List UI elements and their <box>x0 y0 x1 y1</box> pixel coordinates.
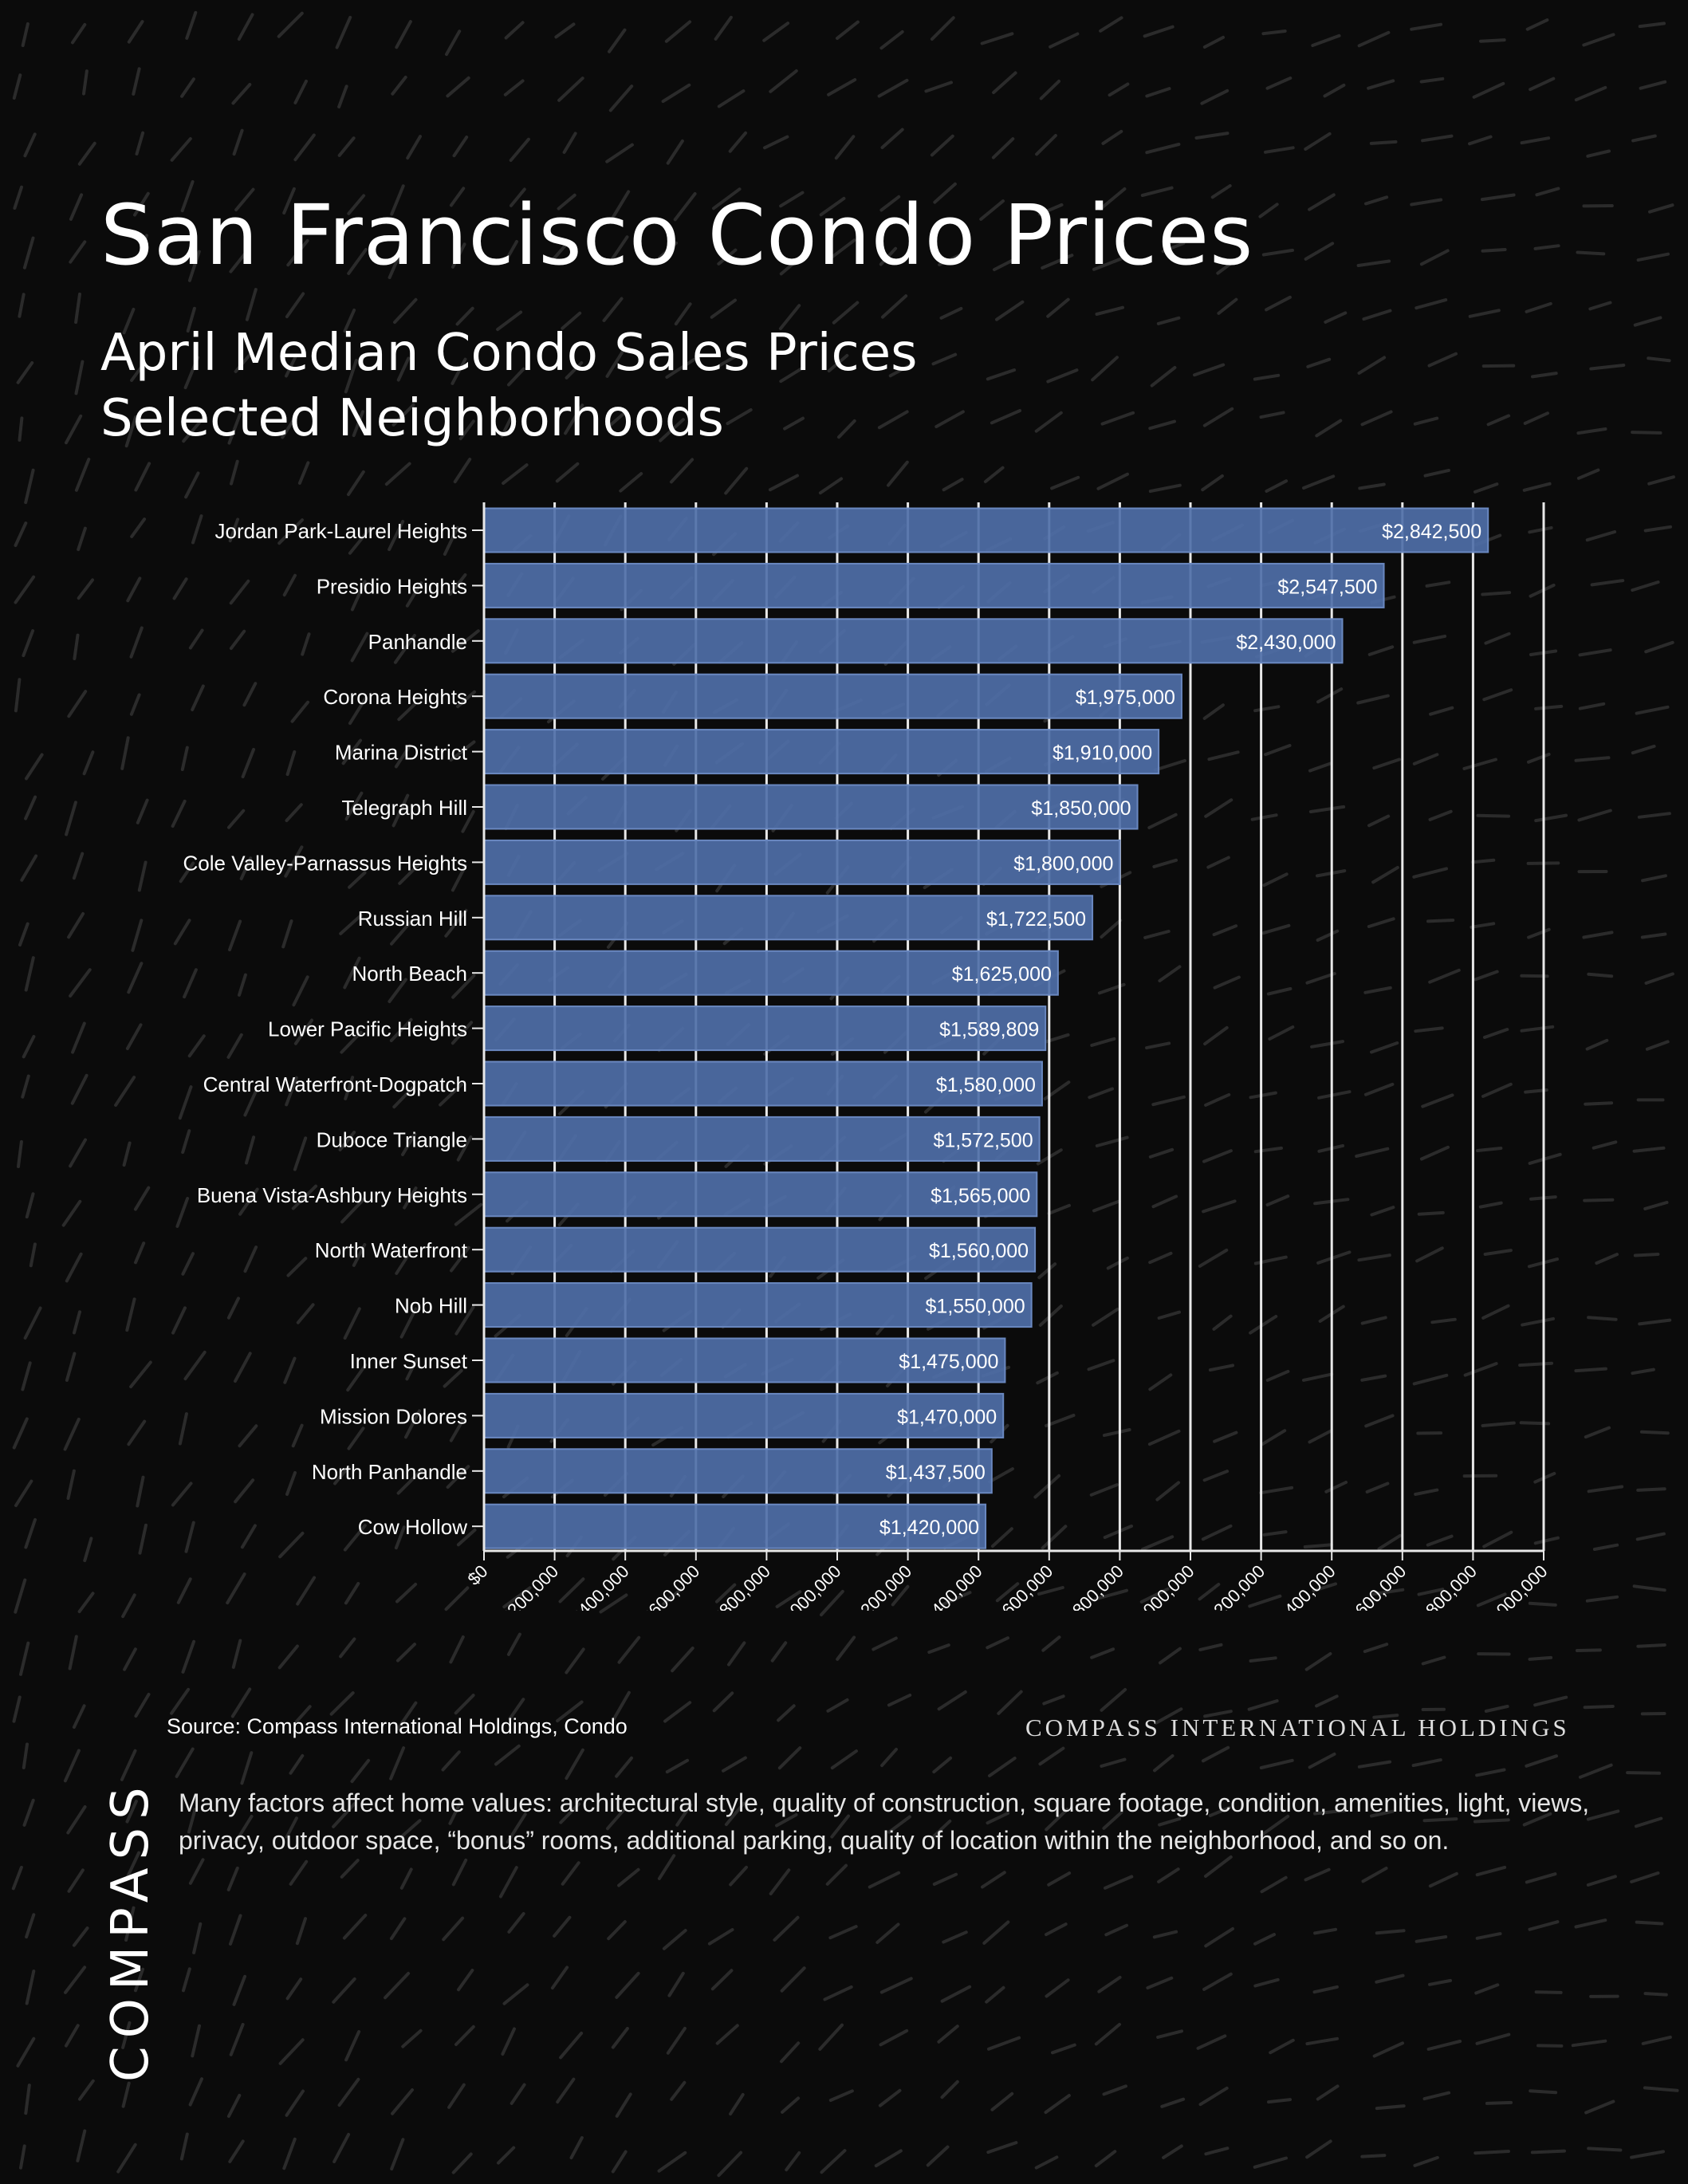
bar-value-label-8: $1,625,000 <box>952 963 1052 986</box>
bar-value-label-17: $1,437,500 <box>886 1462 986 1484</box>
bar-14 <box>483 1282 1033 1328</box>
bar-13 <box>483 1226 1037 1273</box>
category-label-10: Central Waterfront-Dogpatch <box>203 1072 467 1096</box>
bar-12 <box>483 1171 1038 1218</box>
category-label-6: Cole Valley-Parnassus Heights <box>183 851 467 875</box>
bar-value-label-0: $2,842,500 <box>1382 521 1481 543</box>
source-note: Source: Compass International Holdings, … <box>167 1714 628 1738</box>
x-tick-label-8: $1,600,000 <box>981 1561 1057 1611</box>
bar-6 <box>483 839 1121 885</box>
bar-value-label-4: $1,910,000 <box>1053 742 1152 765</box>
bar-11 <box>483 1116 1041 1162</box>
bar-value-label-3: $1,975,000 <box>1076 687 1175 709</box>
category-label-16: Mission Dolores <box>320 1404 467 1428</box>
bar-1 <box>483 562 1385 608</box>
bar-value-label-1: $2,547,500 <box>1277 576 1377 598</box>
page-title: San Francisco Condo Prices <box>100 187 1254 284</box>
bar-0 <box>483 507 1489 553</box>
x-tick-label-11: $2,200,000 <box>1193 1561 1269 1611</box>
bar-10 <box>483 1061 1043 1107</box>
x-tick-label-4: $800,000 <box>708 1561 774 1611</box>
x-tick-label-12: $2,400,000 <box>1263 1561 1340 1611</box>
x-tick-label-5: $1,000,000 <box>769 1561 845 1611</box>
bar-value-label-5: $1,850,000 <box>1031 797 1131 820</box>
bar-value-label-12: $1,565,000 <box>931 1185 1030 1207</box>
bar-15 <box>483 1337 1006 1383</box>
x-tick-label-10: $2,000,000 <box>1122 1561 1198 1611</box>
bar-value-label-10: $1,580,000 <box>936 1074 1036 1096</box>
bar-value-label-9: $1,589,809 <box>939 1019 1039 1041</box>
category-label-13: North Waterfront <box>315 1238 468 1262</box>
bar-value-label-13: $1,560,000 <box>929 1240 1029 1262</box>
bar-value-label-7: $1,722,500 <box>986 908 1086 931</box>
x-tick-label-0: $0 <box>464 1561 492 1589</box>
category-label-7: Russian Hill <box>358 907 467 931</box>
x-tick-label-1: $200,000 <box>497 1561 563 1611</box>
bar-value-label-14: $1,550,000 <box>926 1296 1025 1318</box>
bar-16 <box>483 1392 1005 1438</box>
bar-4 <box>483 729 1160 775</box>
x-tick-label-6: $1,200,000 <box>840 1561 916 1611</box>
bar-value-label-18: $1,420,000 <box>879 1517 979 1539</box>
x-tick-label-13: $2,600,000 <box>1334 1561 1411 1611</box>
x-tick-label-15: $3,000,000 <box>1475 1561 1552 1611</box>
category-label-9: Lower Pacific Heights <box>268 1017 467 1041</box>
category-label-1: Presidio Heights <box>317 574 467 598</box>
category-label-11: Duboce Triangle <box>317 1127 467 1151</box>
category-label-15: Inner Sunset <box>350 1349 468 1373</box>
x-tick-label-9: $1,800,000 <box>1051 1561 1127 1611</box>
disclaimer-text: Many factors affect home values: archite… <box>179 1789 1590 1855</box>
bar-value-label-15: $1,475,000 <box>899 1351 998 1373</box>
subtitle-line-1: April Median Condo Sales Prices <box>100 324 918 383</box>
category-label-2: Panhandle <box>368 630 467 654</box>
bar-value-label-2: $2,430,000 <box>1236 632 1336 654</box>
bar-value-label-11: $1,572,500 <box>933 1129 1033 1151</box>
x-tick-label-2: $400,000 <box>567 1561 633 1611</box>
category-label-4: Marina District <box>335 741 468 765</box>
category-label-17: North Panhandle <box>312 1460 467 1484</box>
category-label-8: North Beach <box>352 962 467 986</box>
bar-value-label-6: $1,800,000 <box>1013 852 1113 875</box>
category-label-18: Cow Hollow <box>358 1515 467 1539</box>
brand-name: COMPASS INTERNATIONAL HOLDINGS <box>1025 1714 1570 1741</box>
page-subtitle: April Median Condo Sales Prices Selected… <box>100 321 917 451</box>
bar-2 <box>483 618 1344 664</box>
bar-3 <box>483 673 1182 719</box>
bar-7 <box>483 895 1094 941</box>
category-label-5: Telegraph Hill <box>341 796 467 820</box>
category-label-12: Buena Vista-Ashbury Heights <box>197 1183 467 1207</box>
compass-logo: COMPASS <box>101 1779 160 2082</box>
subtitle-line-2: Selected Neighborhoods <box>100 389 724 448</box>
bar-value-label-16: $1,470,000 <box>897 1406 997 1428</box>
category-label-3: Corona Heights <box>323 685 467 709</box>
category-label-0: Jordan Park-Laurel Heights <box>215 519 468 543</box>
x-tick-label-3: $600,000 <box>638 1561 704 1611</box>
bar-17 <box>483 1448 993 1494</box>
bar-chart: $2,842,500 Jordan Park-Laurel Heights $2,5… <box>183 502 1552 1611</box>
category-label-14: Nob Hill <box>395 1294 467 1318</box>
x-tick-label-14: $2,800,000 <box>1404 1561 1481 1611</box>
bar-18 <box>483 1503 987 1549</box>
bar-5 <box>483 784 1139 830</box>
x-tick-label-7: $1,400,000 <box>910 1561 986 1611</box>
